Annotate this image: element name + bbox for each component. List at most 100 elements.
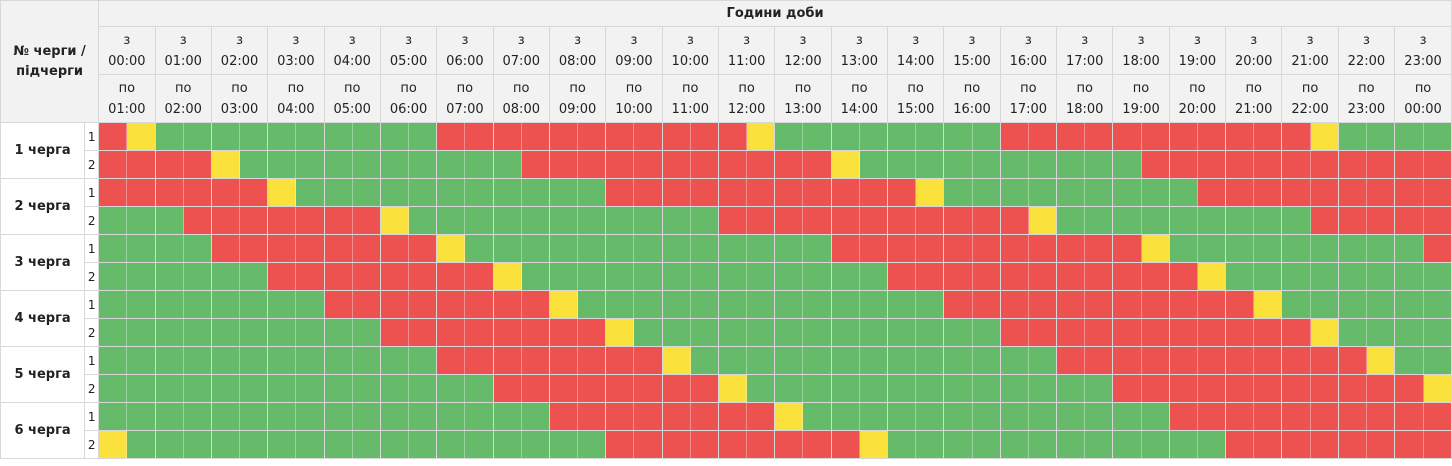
hour-cell (436, 374, 494, 403)
half-hour-slot (887, 403, 917, 430)
hour-to-header: по 18:00 (1056, 74, 1114, 123)
half-hour-slot (211, 375, 241, 402)
header-to-row: по 01:00 по 02:00 по 03:00 по 04:00 по 05:00 по 06:… (1, 74, 1452, 123)
hour-to-value: 04:00 (277, 101, 315, 117)
half-hour-slot (1028, 207, 1057, 234)
hour-cell-inner (662, 235, 718, 262)
half-hour-slot (1057, 291, 1086, 318)
to-prefix: по (1414, 80, 1432, 96)
half-hour-slot (240, 235, 268, 262)
half-hour-slot (211, 291, 241, 318)
hour-cell (1056, 178, 1114, 207)
hour-to-value: 23:00 (1347, 101, 1386, 117)
half-hour-slot (662, 151, 691, 178)
half-hour-slot (1085, 319, 1113, 346)
hour-cell-inner (606, 375, 662, 402)
hour-cell (267, 122, 325, 151)
hour-to-header: по 06:00 (379, 74, 438, 123)
half-hour-slot (240, 123, 268, 150)
hour-cell-inner (1338, 403, 1395, 430)
hour-cell-inner (324, 291, 380, 318)
half-hour-slot (409, 375, 437, 402)
hour-cell-inner (1057, 235, 1113, 262)
half-hour-slot (775, 291, 804, 318)
half-hour-slot (1395, 431, 1424, 458)
half-hour-slot (1282, 403, 1311, 430)
hour-cell (1337, 346, 1396, 375)
hour-cell-inner (775, 347, 831, 374)
hour-cell (1281, 262, 1339, 291)
hour-cell (605, 234, 663, 263)
hour-cell-inner (211, 151, 268, 178)
hour-cell (1056, 430, 1114, 459)
half-hour-slot (99, 375, 128, 402)
half-hour-slot (859, 151, 887, 178)
hour-cell-inner (718, 291, 775, 318)
hour-cell-inner (718, 403, 775, 430)
to-prefix: по (1358, 80, 1375, 96)
half-hour-slot (1226, 235, 1255, 262)
half-hour-slot (352, 403, 380, 430)
half-hour-slot (324, 431, 353, 458)
hour-cell (98, 346, 156, 375)
hour-cell (943, 374, 1001, 403)
half-hour-slot (1141, 179, 1169, 206)
hour-cell (605, 430, 663, 459)
hour-cell (323, 122, 381, 151)
hour-cell (774, 290, 832, 319)
hour-cell-inner (324, 375, 380, 402)
half-hour-slot (1395, 207, 1424, 234)
hour-cell (886, 206, 945, 235)
half-hour-slot (972, 291, 1000, 318)
hour-cell (1394, 262, 1452, 291)
half-hour-slot (1169, 291, 1198, 318)
half-hour-slot (409, 235, 437, 262)
hour-cell-inner (1057, 375, 1113, 402)
half-hour-slot (465, 347, 493, 374)
hour-cell-inner (324, 207, 380, 234)
hour-cell-inner (99, 263, 155, 290)
half-hour-slot (99, 431, 128, 458)
hour-cell-inner (493, 235, 549, 262)
schedule-row: 2 (1, 206, 1452, 235)
hour-cell (379, 290, 438, 319)
to-prefix: по (1245, 80, 1262, 96)
half-hour-slot (352, 207, 380, 234)
half-hour-slot (634, 403, 662, 430)
hour-cell (98, 206, 156, 235)
hour-cell (1112, 178, 1170, 207)
half-hour-slot (211, 403, 241, 430)
to-prefix: по (1301, 80, 1319, 96)
hour-cell-inner (1000, 235, 1057, 262)
hour-cell-inner (1395, 207, 1452, 234)
half-hour-slot (1085, 179, 1113, 206)
hour-cell-inner (1282, 347, 1338, 374)
hour-cell-inner (887, 235, 944, 262)
half-hour-slot (324, 319, 353, 346)
half-hour-slot (1338, 431, 1367, 458)
hour-cell (323, 262, 381, 291)
half-hour-slot (747, 347, 775, 374)
half-hour-slot (1310, 431, 1338, 458)
hour-cell (492, 262, 550, 291)
half-hour-slot (662, 207, 691, 234)
hour-cell (548, 430, 607, 459)
hour-cell (605, 122, 663, 151)
hour-from-value: 17:00 (1065, 53, 1104, 69)
hour-cell (999, 402, 1058, 431)
hour-cell (886, 234, 945, 263)
half-hour-slot (183, 123, 211, 150)
hour-cell (548, 178, 607, 207)
hour-cell (1112, 290, 1170, 319)
half-hour-slot (549, 151, 579, 178)
hour-to-header: по 05:00 (323, 74, 381, 123)
half-hour-slot (775, 347, 804, 374)
hour-cell (943, 178, 1001, 207)
half-hour-slot (352, 291, 380, 318)
hour-cell (154, 290, 212, 319)
hour-cell-inner (831, 347, 887, 374)
subqueue-label: 1 (84, 290, 100, 319)
hour-from-header: з 14:00 (886, 26, 945, 75)
hour-from-value: 19:00 (1178, 53, 1217, 69)
half-hour-slot (1028, 123, 1057, 150)
